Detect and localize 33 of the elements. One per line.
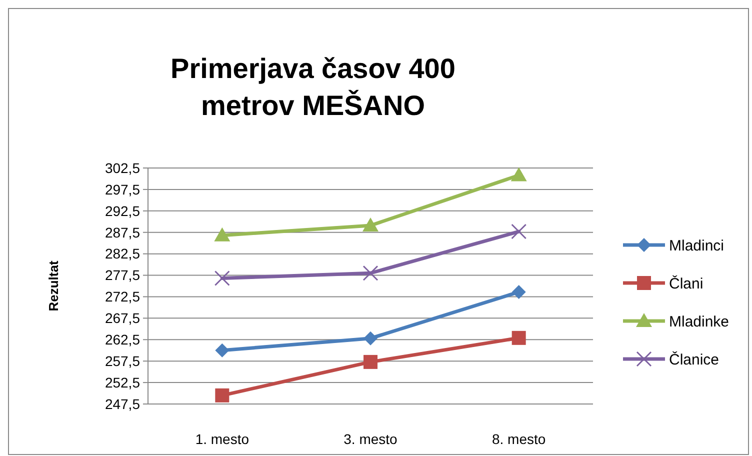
legend-label: Mladinke (669, 313, 730, 330)
x-tick-label: 1. mesto (195, 431, 250, 447)
x-tick-label: 8. mesto (492, 431, 546, 447)
y-tick-label: 267,5 (104, 310, 140, 326)
y-tick-label: 262,5 (104, 332, 140, 348)
y-tick-label: 257,5 (104, 352, 140, 369)
y-tick-label: 277,5 (104, 267, 140, 284)
y-tick-label: 247,5 (104, 396, 140, 412)
point (510, 167, 527, 182)
point (362, 265, 378, 281)
y-tick-label: 272,5 (104, 288, 140, 305)
point (512, 330, 526, 345)
y-tick-label: 287,5 (104, 224, 140, 240)
point (512, 285, 526, 300)
legend-label: Člani (669, 274, 704, 292)
chart-title: Primerjava časov 400 metrov MEŠANO (170, 53, 456, 121)
y-tick-label: 292,5 (104, 202, 140, 219)
point (362, 218, 378, 232)
point (215, 343, 230, 358)
point (214, 227, 230, 242)
y-tick-label: 297,5 (104, 181, 140, 198)
point (364, 354, 378, 369)
point (364, 331, 378, 346)
y-tick-label: 302,5 (104, 160, 140, 176)
point (511, 224, 527, 240)
legend-label: Mladinci (669, 237, 724, 254)
legend-label: Članice (669, 350, 720, 368)
y-tick-label: 282,5 (104, 246, 140, 262)
x-tick-label: 3. mesto (344, 431, 398, 447)
point (214, 270, 230, 286)
y-tick-label: 252,5 (104, 374, 140, 390)
y-axis-title: Rezultat (46, 260, 61, 312)
point (215, 388, 230, 402)
